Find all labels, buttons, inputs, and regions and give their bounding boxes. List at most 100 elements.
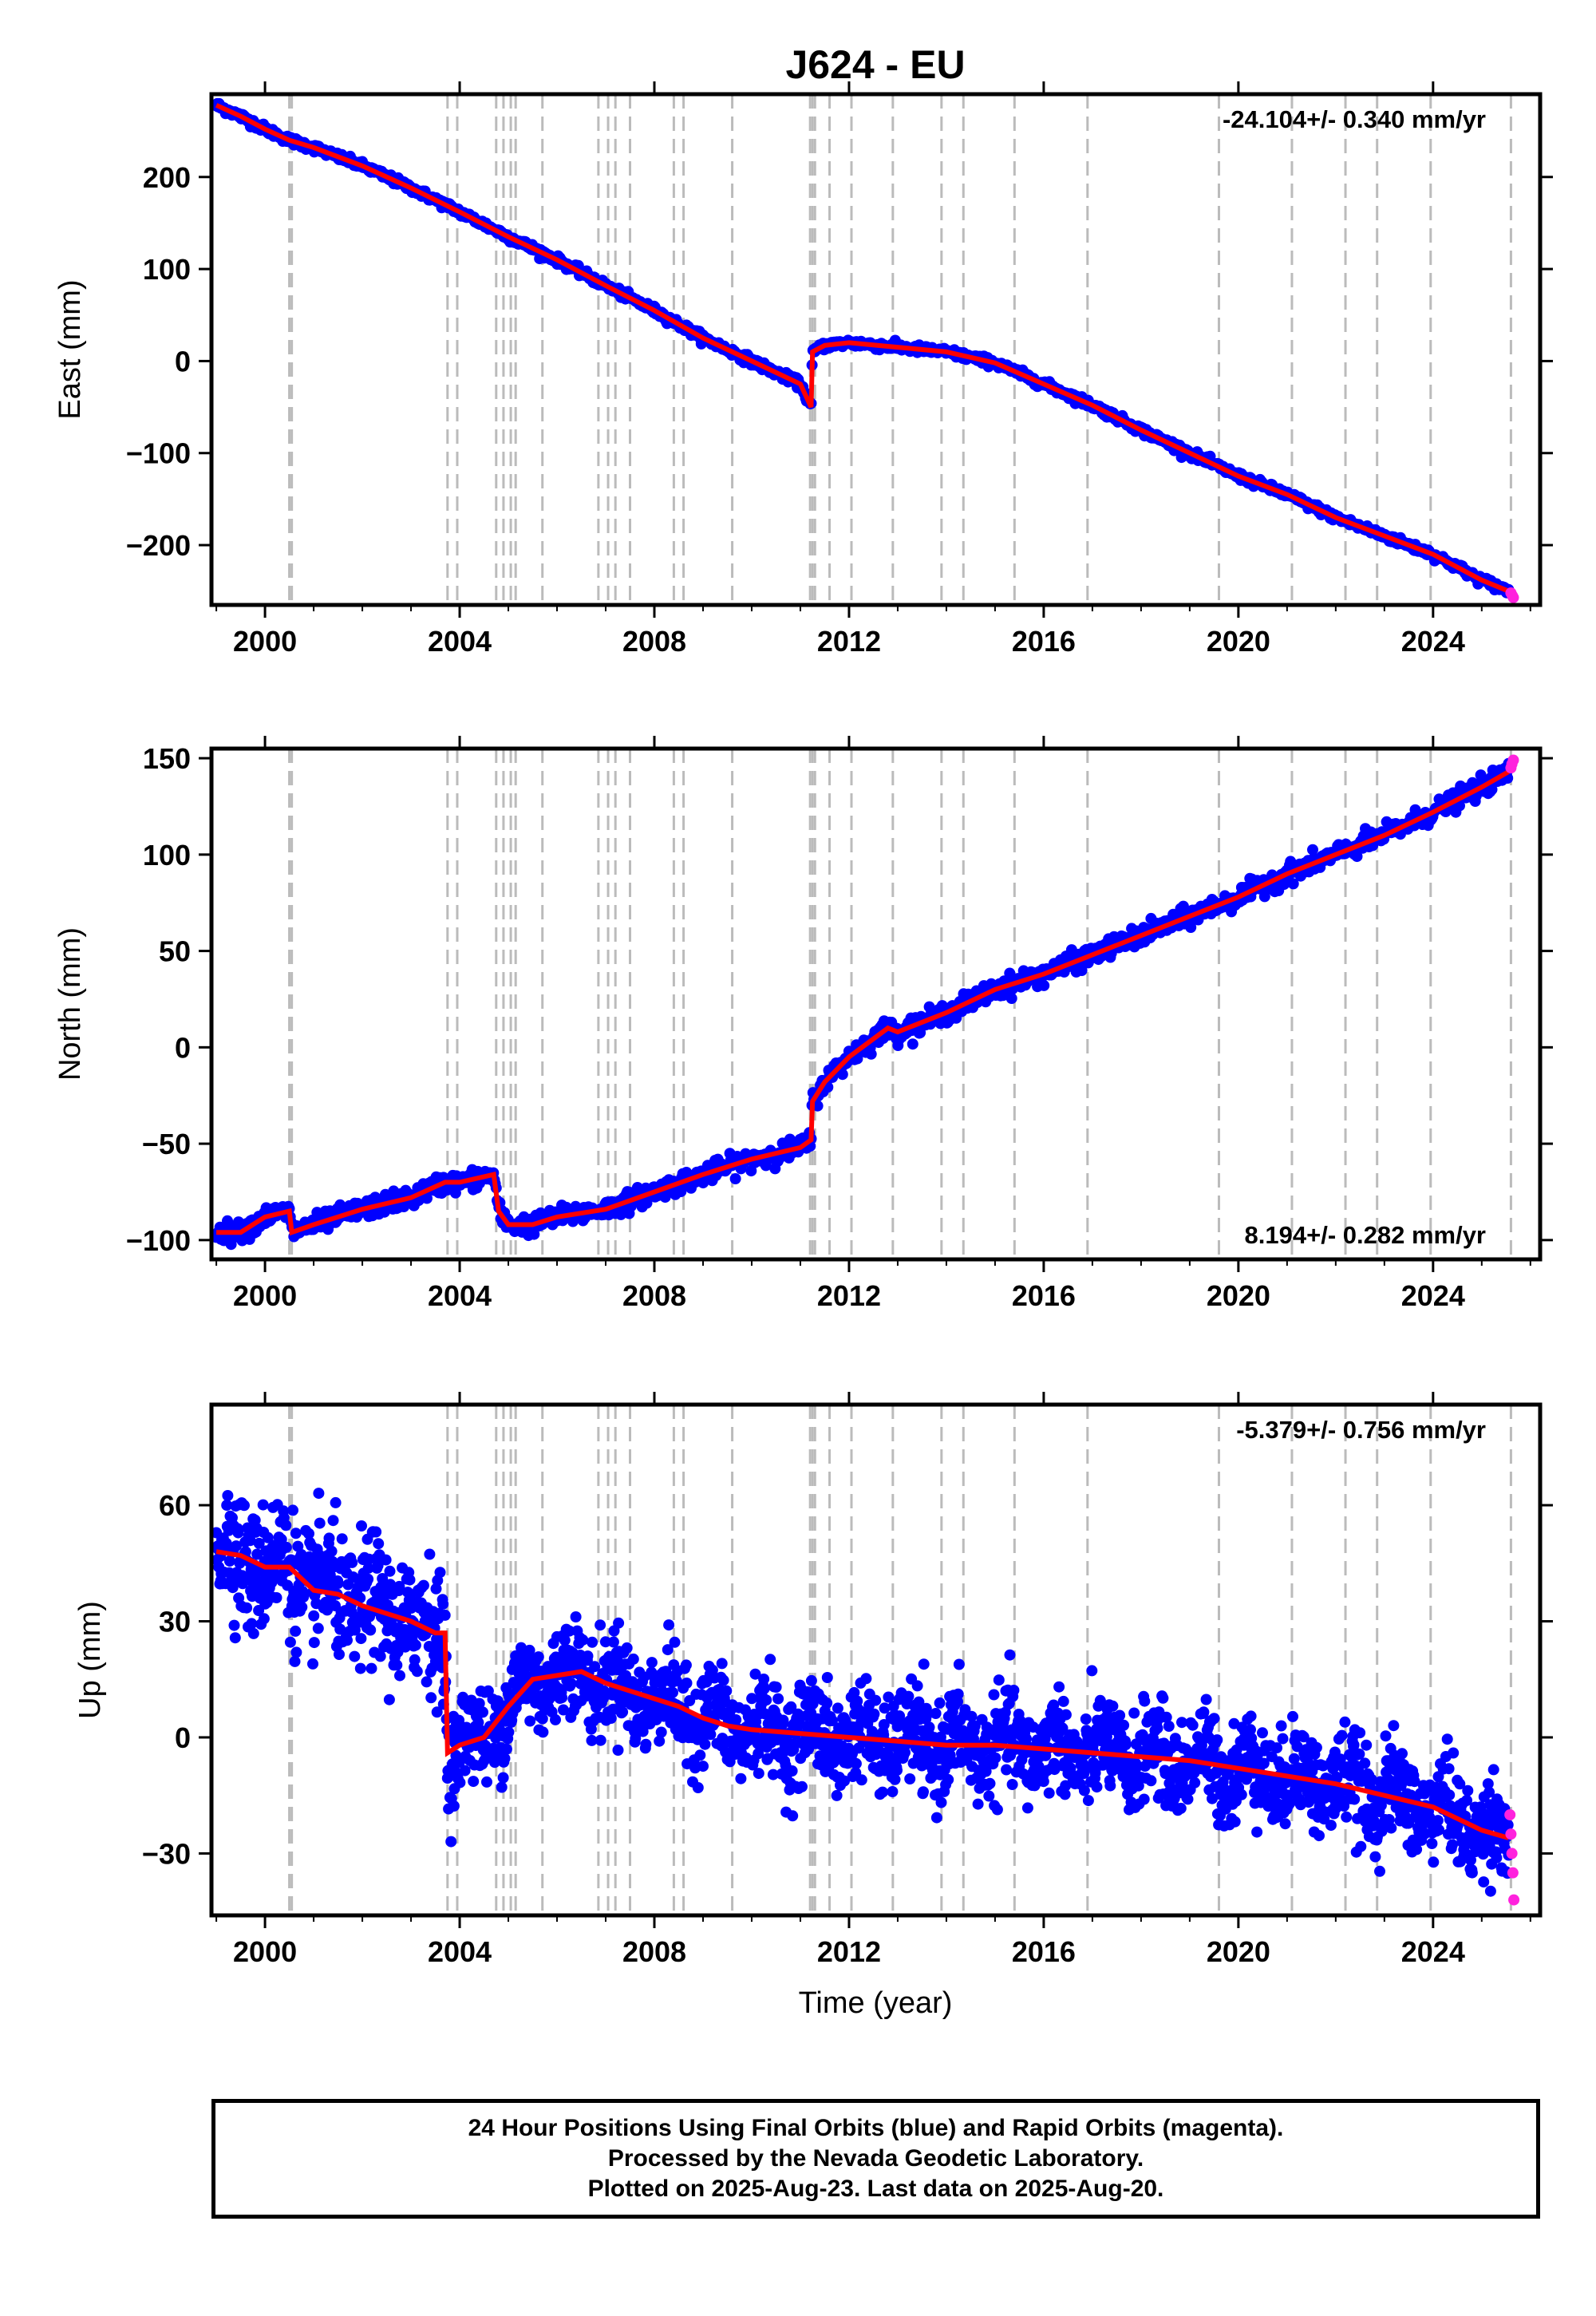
final-point <box>587 1636 598 1648</box>
final-point <box>839 1775 850 1787</box>
final-point <box>655 1726 667 1738</box>
final-point <box>258 1613 270 1625</box>
final-point <box>425 1692 437 1704</box>
final-point <box>612 1745 624 1756</box>
final-point <box>1043 1787 1055 1799</box>
final-point <box>891 1765 903 1777</box>
final-point <box>349 1650 361 1662</box>
final-point <box>889 1773 901 1785</box>
final-point <box>550 1713 561 1725</box>
final-point <box>586 1734 598 1746</box>
final-point <box>911 1680 923 1692</box>
final-point <box>391 1659 403 1671</box>
plot-frame <box>209 92 1543 607</box>
break-lines <box>288 749 1512 1259</box>
final-point <box>680 1659 692 1671</box>
final-point <box>393 1580 405 1592</box>
final-point <box>565 1678 577 1690</box>
final-point <box>1091 1781 1103 1793</box>
north-panel: 2000 2004 2008 2012 2016 2020 2024150100500−50… <box>53 736 1553 1312</box>
final-point <box>231 1540 242 1552</box>
final-point <box>1082 1795 1094 1807</box>
final-point <box>662 1644 674 1656</box>
final-point <box>430 1583 442 1595</box>
final-point <box>377 1573 389 1584</box>
final-point <box>595 1619 606 1631</box>
final-point <box>289 1655 301 1667</box>
final-point <box>409 1639 421 1651</box>
final-point <box>758 1682 770 1694</box>
y-axis-label: North (mm) <box>53 927 87 1081</box>
x-tick-label: 2016 <box>1012 1279 1076 1312</box>
final-point <box>1053 1681 1065 1693</box>
final-point <box>424 1548 436 1560</box>
y-tick-label: 0 <box>175 1031 191 1064</box>
final-point <box>772 1693 784 1705</box>
final-point <box>877 1786 888 1798</box>
final-point <box>735 1773 747 1784</box>
final-point <box>1057 1722 1069 1734</box>
final-orbit-points <box>211 757 1515 1251</box>
final-point <box>848 1686 860 1698</box>
final-point <box>1152 1722 1163 1734</box>
final-point <box>404 1574 416 1586</box>
final-point <box>222 1490 234 1501</box>
final-point <box>448 1800 460 1812</box>
final-point <box>1160 1711 1172 1723</box>
final-point <box>472 1717 484 1729</box>
final-point <box>630 1733 642 1745</box>
final-point <box>767 1769 779 1780</box>
final-point <box>972 1798 984 1810</box>
final-point <box>613 1617 625 1629</box>
final-point <box>717 1674 729 1686</box>
final-point <box>617 1706 629 1718</box>
final-point <box>627 1653 639 1665</box>
final-point <box>705 1729 717 1741</box>
final-point <box>477 1706 488 1718</box>
final-point <box>431 1706 443 1718</box>
final-point <box>365 1624 377 1636</box>
final-point <box>334 1649 345 1660</box>
y-tick-label: 100 <box>143 253 191 286</box>
final-point <box>667 1686 678 1698</box>
final-point <box>786 1765 798 1777</box>
final-point <box>1004 1649 1016 1661</box>
final-point <box>280 1520 292 1531</box>
final-point <box>287 1504 298 1516</box>
east-panel: 2000 2004 2008 2012 2016 2020 20242001000−100−… <box>53 81 1553 658</box>
final-point <box>894 1710 906 1722</box>
final-point <box>883 1691 895 1703</box>
final-point <box>577 1634 589 1646</box>
final-point <box>356 1520 367 1531</box>
final-point <box>907 1038 918 1050</box>
final-point <box>239 1500 250 1512</box>
final-point <box>599 1636 611 1648</box>
final-point <box>865 1048 877 1060</box>
final-point <box>383 1694 395 1705</box>
final-point <box>362 1562 374 1574</box>
final-point <box>777 1714 789 1726</box>
final-point <box>1287 878 1299 890</box>
final-point <box>262 1531 274 1543</box>
final-point <box>370 1526 382 1538</box>
final-point <box>758 1674 770 1685</box>
final-point <box>563 1625 575 1637</box>
final-point <box>332 1578 344 1589</box>
final-point <box>307 1658 318 1670</box>
final-point <box>247 1627 259 1639</box>
final-point <box>228 1619 240 1631</box>
final-point <box>749 1668 761 1680</box>
final-point <box>437 1598 449 1610</box>
final-point <box>716 1658 728 1670</box>
final-point <box>326 1545 338 1557</box>
final-point <box>499 1753 511 1765</box>
chart-title: J624 - EU <box>785 42 965 87</box>
final-point <box>991 1804 1003 1816</box>
final-point <box>482 1685 494 1697</box>
final-point <box>1014 1715 1026 1727</box>
final-point <box>253 1537 265 1549</box>
final-point <box>468 1776 480 1788</box>
final-point <box>984 1777 996 1789</box>
